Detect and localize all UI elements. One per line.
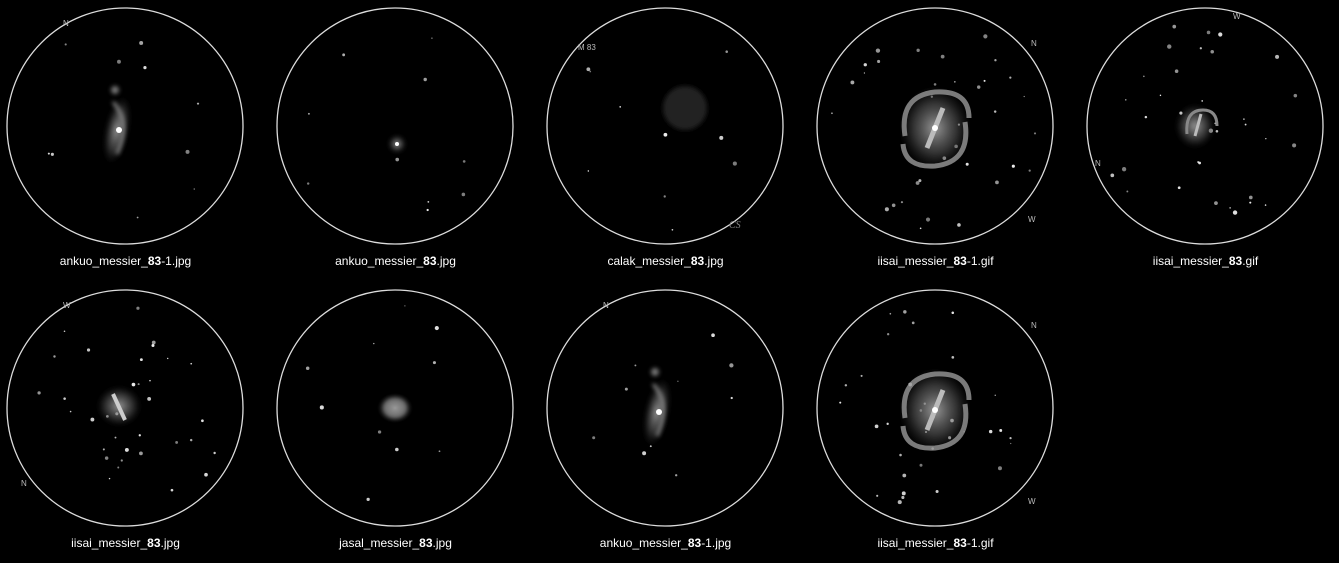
eyepiece-field-circle (546, 7, 784, 245)
thumbnail-calak-messier-83-jpg[interactable]: M 83 CS calak_messier_83.jpg (533, 4, 798, 276)
sketch-image: NW (816, 289, 1054, 527)
filename-prefix: iisai_messier_ (1152, 254, 1229, 268)
filename-match-highlight: 83 (423, 254, 437, 268)
orientation-label: N (21, 479, 27, 488)
filename-match-highlight: 83 (419, 536, 433, 550)
orientation-label: N (1031, 321, 1037, 330)
filename-suffix: .jpg (432, 536, 452, 550)
filename-prefix: calak_messier_ (607, 254, 691, 268)
galaxy-drawing (899, 368, 972, 452)
filename-suffix: .jpg (160, 536, 180, 550)
sketch-image: M 83 CS (546, 7, 784, 245)
galaxy-drawing (663, 86, 707, 130)
thumbnail-filename-label: calak_messier_83.jpg (533, 254, 798, 268)
filename-match-highlight: 83 (1228, 254, 1243, 268)
filename-suffix: -1.gif (966, 536, 994, 550)
orientation-label: W (1028, 215, 1036, 224)
filename-suffix: -1.jpg (701, 536, 732, 550)
filename-match-highlight: 83 (953, 536, 967, 550)
sketch-image: NW (816, 7, 1054, 245)
filename-suffix: -1.gif (966, 254, 994, 268)
sketch-image: WN (1086, 7, 1324, 245)
galaxy-drawing (103, 86, 131, 164)
galaxy-drawing (1175, 104, 1219, 148)
filename-suffix: .gif (1242, 254, 1259, 268)
filename-suffix: .jpg (436, 254, 456, 268)
filename-match-highlight: 83 (690, 254, 705, 268)
filename-suffix: -1.jpg (161, 254, 192, 268)
thumbnail-filename-label: ankuo_messier_83.jpg (263, 254, 528, 268)
filename-prefix: iisai_messier_ (71, 536, 148, 550)
thumbnail-filename-label: ankuo_messier_83-1.jpg (533, 536, 798, 550)
galaxy-drawing (899, 86, 972, 170)
filename-match-highlight: 83 (147, 536, 161, 550)
filename-prefix: iisai_messier_ (877, 536, 954, 550)
thumbnail-filename-label: iisai_messier_83.gif (1073, 254, 1338, 268)
galaxy-drawing (377, 393, 413, 423)
sketch-image (276, 7, 514, 245)
thumbnail-filename-label: iisai_messier_83-1.gif (803, 254, 1068, 268)
orientation-label: N (63, 19, 69, 28)
thumbnail-filename-label: jasal_messier_83.jpg (263, 536, 528, 550)
orientation-label: W (1233, 12, 1241, 21)
sketch-image: N (6, 7, 244, 245)
filename-prefix: ankuo_messier_ (335, 254, 424, 268)
filename-suffix: .jpg (704, 254, 724, 268)
filename-match-highlight: 83 (687, 536, 702, 550)
orientation-label: W (1028, 497, 1036, 506)
galaxy-drawing (97, 386, 141, 426)
galaxy-drawing (643, 368, 671, 446)
orientation-label: N (1095, 159, 1101, 168)
orientation-label: M 83 (578, 43, 596, 52)
eyepiece-field-circle (276, 7, 514, 245)
orientation-label: W (63, 301, 71, 310)
thumbnail-jasal-messier-83-jpg[interactable]: jasal_messier_83.jpg (263, 286, 528, 558)
filename-prefix: ankuo_messier_ (599, 536, 688, 550)
sketch-image: N (546, 289, 784, 527)
filename-match-highlight: 83 (147, 254, 162, 268)
thumbnail-filename-label: iisai_messier_83.jpg (0, 536, 258, 550)
sketch-image (276, 289, 514, 527)
thumbnail-ankuo-messier-83-jpg[interactable]: ankuo_messier_83.jpg (263, 4, 528, 276)
thumbnail-filename-label: ankuo_messier_83-1.jpg (0, 254, 258, 268)
artist-signature: CS (729, 220, 741, 231)
orientation-label: N (1031, 39, 1037, 48)
filename-prefix: ankuo_messier_ (59, 254, 148, 268)
filename-prefix: jasal_messier_ (339, 536, 420, 550)
galaxy-drawing (388, 135, 406, 153)
sketch-image: WN (6, 289, 244, 527)
orientation-label: N (603, 301, 609, 310)
filename-prefix: iisai_messier_ (877, 254, 954, 268)
filename-match-highlight: 83 (953, 254, 967, 268)
thumbnail-filename-label: iisai_messier_83-1.gif (803, 536, 1068, 550)
